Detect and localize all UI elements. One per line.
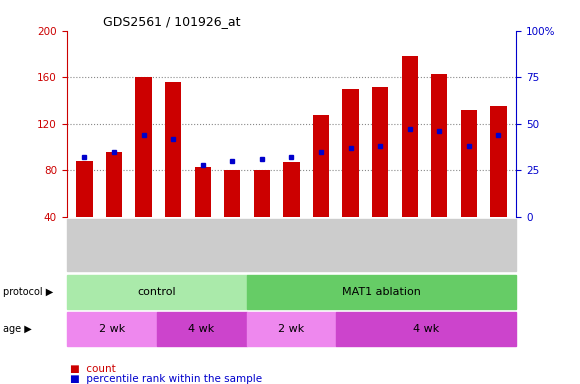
Text: control: control [137,287,176,297]
Bar [136,77,152,217]
Bar [195,167,211,217]
Bar [77,161,93,217]
Bar [106,152,122,217]
Text: 4 wk: 4 wk [413,324,440,334]
Bar [461,110,477,217]
Bar [490,106,506,217]
Bar [283,162,300,217]
Text: 4 wk: 4 wk [188,324,215,334]
Text: 2 wk: 2 wk [99,324,125,334]
Text: 2 wk: 2 wk [278,324,304,334]
Bar [224,170,241,217]
Bar [165,82,182,217]
Text: ■  percentile rank within the sample: ■ percentile rank within the sample [70,374,262,384]
Bar [431,74,447,217]
Text: ■  count: ■ count [70,364,115,374]
Bar [401,56,418,217]
Text: age ▶: age ▶ [3,324,32,334]
Text: protocol ▶: protocol ▶ [3,287,53,297]
Bar [342,89,358,217]
Text: MAT1 ablation: MAT1 ablation [342,287,420,297]
Bar [313,114,329,217]
Bar [372,87,388,217]
Text: GDS2561 / 101926_at: GDS2561 / 101926_at [103,15,240,28]
Bar [253,170,270,217]
